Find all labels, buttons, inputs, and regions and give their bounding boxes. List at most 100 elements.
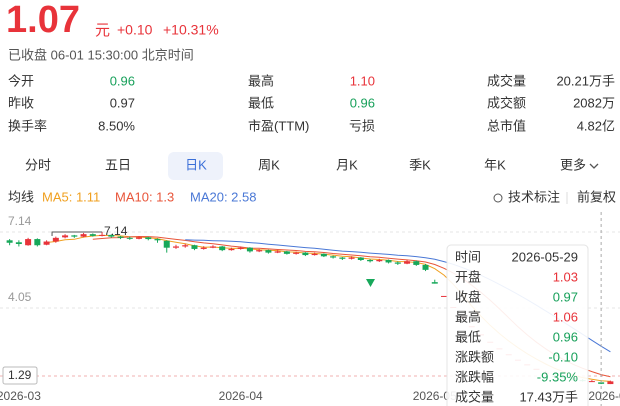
tooltip-label: 成交量 [455,389,494,404]
stat-value: 1.10 [350,73,375,88]
candle-body [431,282,438,284]
candle-body [422,264,429,270]
candle-body [385,260,392,263]
candle-body [265,250,272,253]
candle-body [80,234,87,237]
tab[interactable]: 年K [484,157,506,172]
x-tick-label: 2026-03 [0,389,41,403]
candle-body [34,239,41,246]
candle-body [108,234,115,237]
candle-body [117,236,124,238]
stat-value: 20.21万手 [556,73,615,88]
tab[interactable]: 季K [409,157,431,172]
candle-body [588,381,595,383]
candle-body [163,240,170,248]
x-tick-label: 2026-05 [413,389,457,403]
candle-body [182,245,189,247]
candle-body [367,260,374,262]
stat-label: 市盈(TTM) [248,118,309,133]
candle-body [283,251,290,254]
candle-body [302,252,309,256]
candle-body [25,239,32,246]
candle-body [348,257,355,259]
candle-body [15,242,22,244]
candle-body [172,246,179,248]
price-change-pct: +10.31% [163,22,219,38]
peak-leader [51,231,103,236]
stat-label: 最高 [248,73,274,88]
adjust-button[interactable]: 前复权 [577,189,616,204]
candle-body [43,241,50,245]
tab[interactable]: 更多 [560,157,586,172]
candle-body [339,257,346,259]
candle-body [311,253,318,256]
annotate-button[interactable]: 技术标注 [508,189,560,204]
tooltip-label: 最低 [455,329,481,344]
ma-legend: MA20: 2.58 [190,189,257,204]
stat-value: 亏损 [349,118,375,133]
stat-value: 4.82亿 [577,118,615,133]
ma-legend: MA5: 1.11 [42,189,100,204]
stat-value: 0.96 [350,95,375,110]
candle-body [237,247,244,249]
candle-body [394,262,401,264]
tab[interactable]: 月K [336,157,358,172]
stat-label: 成交额 [487,95,526,110]
peak-label: 7.14 [104,224,128,238]
tooltip-label: 涨跌幅 [455,369,494,384]
stat-label: 今开 [8,73,34,88]
tooltip-label: 最高 [455,309,481,324]
tab[interactable]: 日K [185,157,207,172]
candle-body [246,247,253,252]
x-tick-label: 2026-04 [219,389,263,403]
stat-label: 换手率 [8,118,47,133]
candle-body [71,235,78,237]
stat-value: 0.97 [110,95,135,110]
candle-body [357,257,364,260]
candle-body [413,261,420,265]
tab-highlight [168,152,223,180]
candle-body [126,237,133,239]
candle-body [52,237,59,242]
tab[interactable]: 周K [258,157,280,172]
market-status: 已收盘 06-01 15:30:00 北京时间 [8,47,194,62]
eye-icon[interactable] [493,193,503,203]
candle-body [598,382,605,384]
candle-body [441,295,448,297]
candle-body [62,235,69,238]
y-tick-label: 1.29 [8,368,32,382]
tooltip-value: -9.35% [537,369,579,384]
candle-body [200,247,207,249]
stat-value: 8.50% [98,118,135,133]
tooltip-value: -0.10 [548,349,578,364]
price: 1.07 [6,0,80,41]
signal-marker [366,279,375,287]
tab[interactable]: 五日 [105,157,131,172]
candle-body [154,239,161,241]
stat-value: 0.96 [110,73,135,88]
tooltip-value: 0.97 [553,289,578,304]
candle-body [89,234,96,236]
tooltip-value: 1.06 [553,309,578,324]
price-change: +0.10 [117,22,153,38]
tab[interactable]: 分时 [25,157,51,172]
x-tick-label: 2026-06 [588,389,620,403]
candle-body [99,234,106,236]
tooltip-value: 2026-05-29 [512,249,579,264]
stat-label: 总市值 [487,118,526,133]
candle-body [320,253,327,257]
candle-body [607,381,614,385]
tooltip-value: 0.96 [553,329,578,344]
candle-body [136,237,143,239]
tooltip-label: 时间 [455,249,481,264]
y-tick-label: 7.14 [8,214,32,228]
candle-body [6,240,13,243]
ma-legend: MA10: 1.3 [115,189,174,204]
y-tick-label: 4.05 [8,290,32,304]
more-chevron[interactable] [589,163,599,169]
tooltip-label: 收盘 [455,289,481,304]
stat-label: 成交量 [487,73,526,88]
tooltip-label: 开盘 [455,269,481,284]
